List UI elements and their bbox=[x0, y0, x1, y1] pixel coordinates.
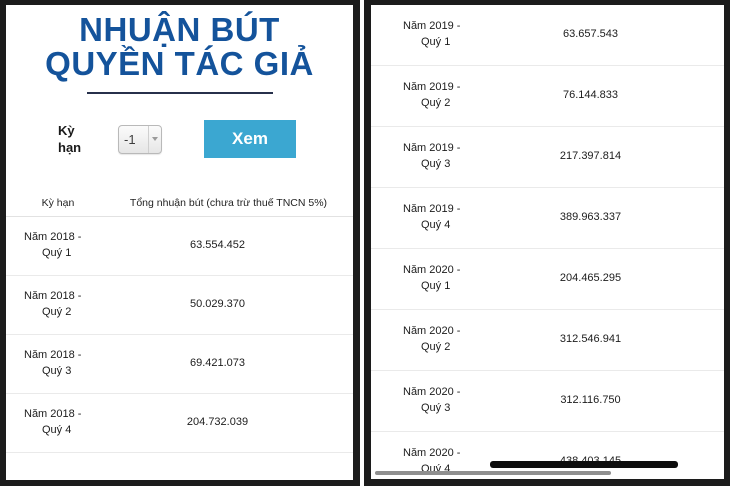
table-header-row: Kỳ hạn Tổng nhuận bút (chưa trừ thuế TNC… bbox=[6, 190, 353, 218]
scrollbar-area bbox=[371, 453, 724, 479]
chevron-down-icon[interactable] bbox=[148, 125, 161, 153]
table-row: Năm 2019 - Quý 3 217.397.814 bbox=[371, 127, 724, 188]
cell-term-year: Năm 2019 - bbox=[403, 142, 461, 155]
cell-term-quarter: Quý 2 bbox=[421, 341, 451, 353]
cell-amount: 204.465.295 bbox=[559, 272, 622, 285]
table-row: Năm 2018 - Quý 2 50.029.370 bbox=[6, 276, 353, 336]
cell-term-year: Năm 2018 - bbox=[24, 290, 82, 303]
cell-term-quarter: Quý 2 bbox=[421, 97, 451, 109]
cell-amount: 50.029.370 bbox=[189, 298, 246, 311]
query-form: Kỳ hạn -1 Xem bbox=[6, 120, 353, 159]
cell-term: Năm 2018 - Quý 2 bbox=[6, 289, 110, 321]
left-panel-content: NHUẬN BÚT QUYỀN TÁC GIẢ Kỳ hạn -1 Xem bbox=[6, 5, 353, 480]
horizontal-scrollbar-thumb[interactable] bbox=[490, 461, 678, 468]
term-select[interactable]: -1 bbox=[118, 124, 162, 154]
cell-term-quarter: Quý 2 bbox=[42, 306, 72, 319]
cell-term-year: Năm 2019 - bbox=[403, 81, 461, 94]
cell-amount: 76.144.833 bbox=[562, 89, 619, 102]
page-title: NHUẬN BÚT QUYỀN TÁC GIẢ bbox=[6, 5, 353, 95]
table-row: Năm 2018 - Quý 4 204.732.039 bbox=[6, 394, 353, 454]
table-row: Năm 2019 - Quý 4 389.963.337 bbox=[371, 188, 724, 249]
cell-amount: 312.116.750 bbox=[560, 394, 621, 407]
term-field-label-line-1: Kỳ bbox=[58, 122, 75, 138]
cell-term-quarter: Quý 3 bbox=[421, 158, 451, 170]
cell-term-quarter: Quý 3 bbox=[42, 365, 72, 378]
column-header-total: Tổng nhuận bút (chưa trừ thuế TNCN 5%) bbox=[129, 197, 328, 210]
royalty-table-right: Năm 2019 - Quý 1 63.657.543 Năm 2019 - Quý 2… bbox=[371, 5, 724, 479]
cell-amount: 63.554.452 bbox=[189, 239, 246, 252]
cell-term-year: Năm 2020 - bbox=[403, 386, 461, 399]
title-divider bbox=[86, 92, 273, 95]
royalty-table-left: Kỳ hạn Tổng nhuận bút (chưa trừ thuế TNC… bbox=[6, 190, 353, 454]
term-field-label: Kỳ hạn bbox=[58, 122, 100, 157]
cell-amount: 63.657.543 bbox=[562, 28, 619, 41]
horizontal-scrollbar-track[interactable] bbox=[375, 471, 611, 475]
table-row: Năm 2020 - Quý 1 204.465.295 bbox=[371, 249, 724, 310]
cell-amount: 312.546.941 bbox=[559, 333, 622, 346]
page-title-line-1: NHUẬN BÚT bbox=[79, 11, 280, 48]
cell-term: Năm 2020 - Quý 3 bbox=[371, 385, 475, 417]
term-field-label-line-2: hạn bbox=[58, 140, 82, 156]
cell-term-year: Năm 2018 - bbox=[24, 349, 82, 362]
cell-term: Năm 2019 - Quý 3 bbox=[371, 141, 475, 173]
cell-term-year: Năm 2018 - bbox=[24, 408, 82, 421]
table-row: Năm 2018 - Quý 3 69.421.073 bbox=[6, 335, 353, 395]
cell-term: Năm 2019 - Quý 2 bbox=[371, 80, 475, 112]
cell-term-quarter: Quý 3 bbox=[421, 402, 451, 414]
right-panel-content: Năm 2019 - Quý 1 63.657.543 Năm 2019 - Quý 2… bbox=[371, 5, 724, 479]
cell-term-quarter: Quý 4 bbox=[421, 219, 451, 231]
cell-term-quarter: Quý 1 bbox=[421, 36, 451, 48]
caret-shape bbox=[152, 137, 158, 142]
table-row: Năm 2020 - Quý 2 312.546.941 bbox=[371, 310, 724, 371]
column-header-term: Kỳ hạn bbox=[41, 197, 75, 210]
cell-term-year: Năm 2020 - bbox=[403, 447, 461, 460]
table-row: Năm 2020 - Quý 3 312.116.750 bbox=[371, 371, 724, 432]
cell-term: Năm 2019 - Quý 1 bbox=[371, 19, 475, 51]
right-phone-screenshot: Năm 2019 - Quý 1 63.657.543 Năm 2019 - Quý 2… bbox=[364, 0, 730, 486]
page-title-line-2: QUYỀN TÁC GIẢ bbox=[45, 44, 314, 82]
cell-term: Năm 2020 - Quý 2 bbox=[371, 324, 475, 356]
cell-amount: 217.397.814 bbox=[559, 150, 622, 163]
cell-term: Năm 2018 - Quý 4 bbox=[6, 407, 110, 439]
cell-term-year: Năm 2020 - bbox=[403, 325, 461, 338]
cell-term-quarter: Quý 1 bbox=[42, 247, 72, 260]
view-button[interactable]: Xem bbox=[204, 120, 296, 159]
table-body-left: Năm 2018 - Quý 1 63.554.452 Năm 2018 - Quý 2… bbox=[6, 217, 353, 454]
cell-term-year: Năm 2018 - bbox=[24, 231, 82, 244]
cell-amount: 69.421.073 bbox=[189, 357, 246, 370]
cell-term-quarter: Quý 1 bbox=[421, 280, 451, 292]
cell-term: Năm 2020 - Quý 1 bbox=[371, 263, 475, 295]
cell-amount: 389.963.337 bbox=[559, 211, 622, 224]
table-row: Năm 2018 - Quý 1 63.554.452 bbox=[6, 217, 353, 277]
cell-term: Năm 2019 - Quý 4 bbox=[371, 202, 475, 234]
cell-term-year: Năm 2019 - bbox=[403, 203, 461, 216]
cell-term: Năm 2018 - Quý 1 bbox=[6, 230, 110, 262]
table-row: Năm 2019 - Quý 1 63.657.543 bbox=[371, 5, 724, 66]
cell-term: Năm 2018 - Quý 3 bbox=[6, 348, 110, 380]
cell-term-quarter: Quý 4 bbox=[42, 424, 72, 437]
cell-term-year: Năm 2019 - bbox=[403, 20, 461, 33]
table-body-right: Năm 2019 - Quý 1 63.657.543 Năm 2019 - Quý 2… bbox=[371, 5, 724, 479]
term-select-value: -1 bbox=[124, 131, 136, 147]
table-row: Năm 2019 - Quý 2 76.144.833 bbox=[371, 66, 724, 127]
left-phone-screenshot: NHUẬN BÚT QUYỀN TÁC GIẢ Kỳ hạn -1 Xem bbox=[0, 0, 360, 486]
cell-amount: 204.732.039 bbox=[186, 416, 249, 429]
cell-term-year: Năm 2020 - bbox=[403, 264, 461, 277]
panel-gutter bbox=[360, 0, 364, 486]
